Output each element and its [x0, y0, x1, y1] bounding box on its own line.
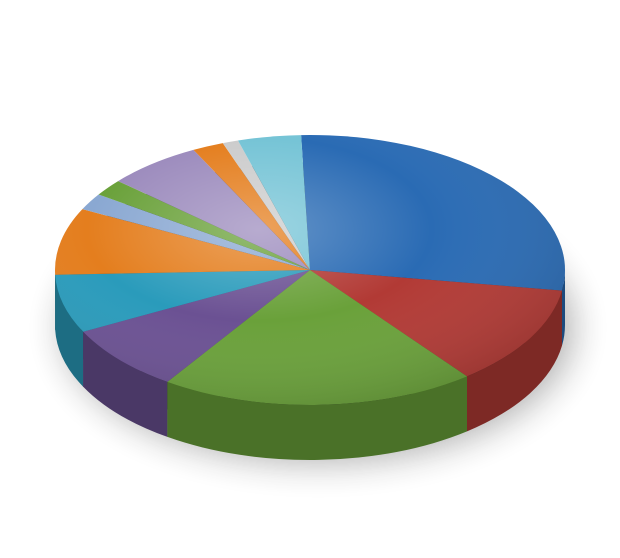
pie-chart-3d — [0, 0, 620, 558]
pie-sheen — [55, 135, 565, 405]
